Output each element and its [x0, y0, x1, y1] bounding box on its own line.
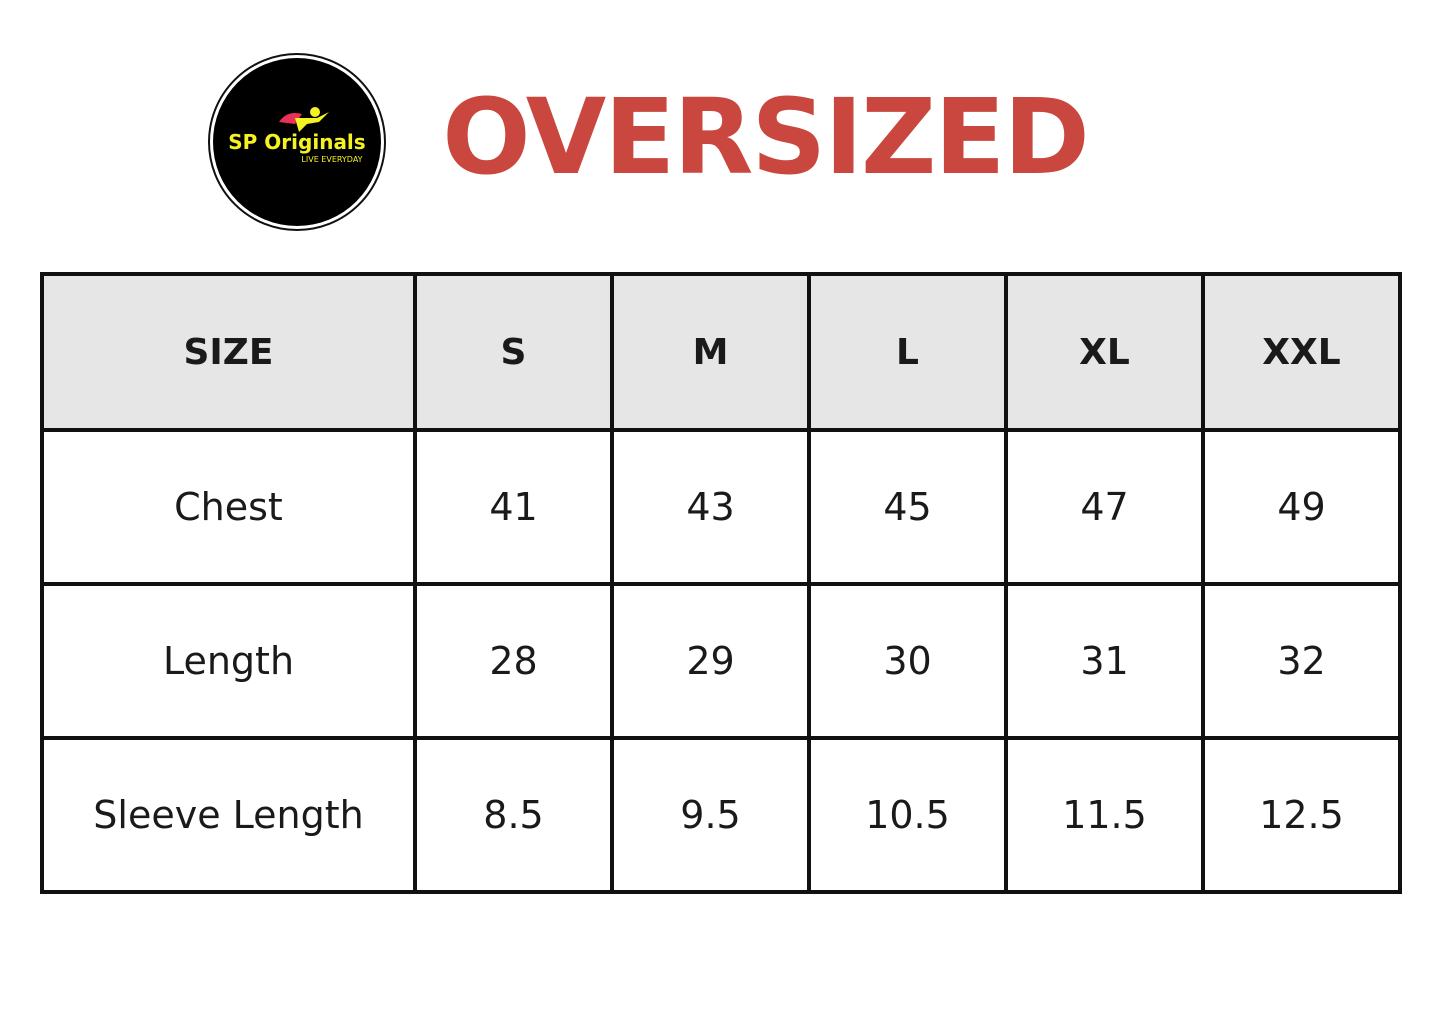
table-row-chest: Chest 41 43 45 47 49	[40, 428, 1402, 586]
cell: 49	[1201, 428, 1402, 586]
cell: 41	[413, 428, 614, 586]
cell: 31	[1004, 582, 1205, 740]
row-label: Chest	[40, 428, 417, 586]
cell: 45	[807, 428, 1008, 586]
cell: 30	[807, 582, 1008, 740]
header-l: L	[807, 272, 1008, 432]
svg-text:LIVE EVERYDAY: LIVE EVERYDAY	[301, 155, 362, 164]
row-label: Length	[40, 582, 417, 740]
table-row-sleeve-length: Sleeve Length 8.5 9.5 10.5 11.5 12.5	[40, 736, 1402, 894]
header-m: M	[610, 272, 811, 432]
sp-originals-logo: SP Originals LIVE EVERYDAY	[208, 53, 386, 231]
cell: 9.5	[610, 736, 811, 894]
header-s: S	[413, 272, 614, 432]
cell: 29	[610, 582, 811, 740]
cell: 47	[1004, 428, 1205, 586]
cell: 8.5	[413, 736, 614, 894]
cell: 43	[610, 428, 811, 586]
size-chart-table: SIZE S M L XL XXL Chest 41 43 45 47 49 L…	[40, 272, 1402, 894]
header-row: SIZE S M L XL XXL	[40, 272, 1402, 432]
cell: 28	[413, 582, 614, 740]
cell: 10.5	[807, 736, 1008, 894]
header-xxl: XXL	[1201, 272, 1402, 432]
svg-text:SP Originals: SP Originals	[228, 130, 365, 154]
table-row-length: Length 28 29 30 31 32	[40, 582, 1402, 740]
cell: 32	[1201, 582, 1402, 740]
row-label: Sleeve Length	[40, 736, 417, 894]
page-title: OVERSIZED	[442, 76, 1090, 198]
header-xl: XL	[1004, 272, 1205, 432]
header-size: SIZE	[40, 272, 417, 432]
cell: 12.5	[1201, 736, 1402, 894]
cell: 11.5	[1004, 736, 1205, 894]
